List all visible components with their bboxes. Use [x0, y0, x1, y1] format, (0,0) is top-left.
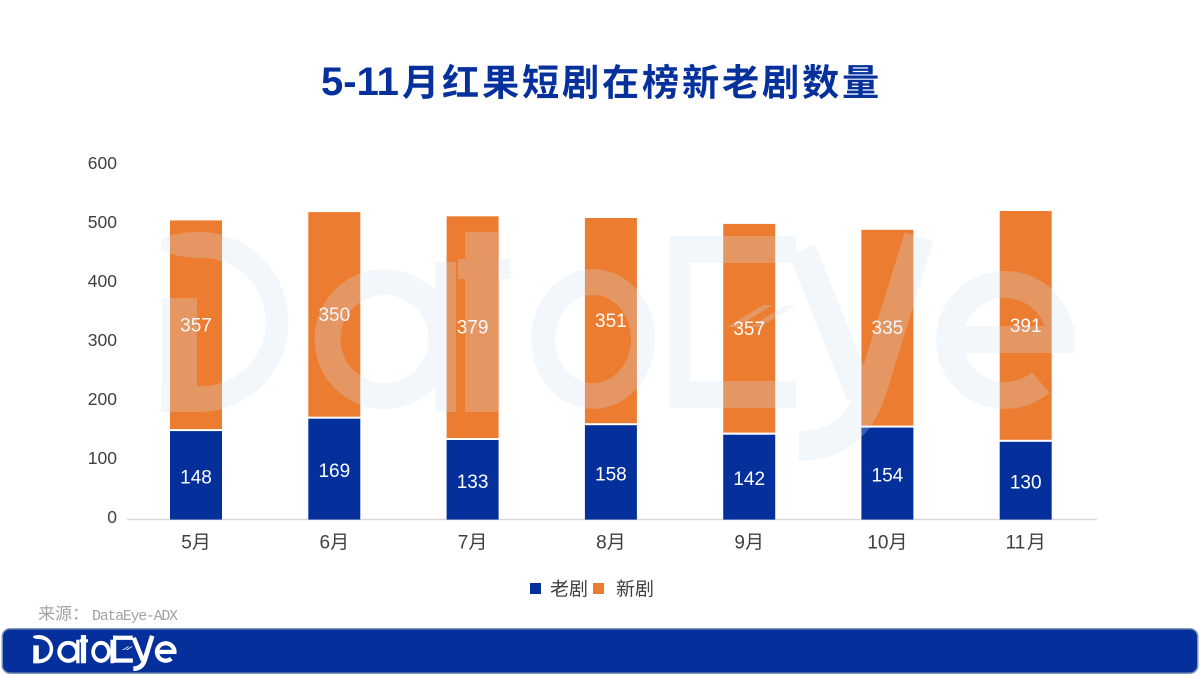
- svg-text:300: 300: [88, 330, 117, 350]
- svg-text:8: 8: [596, 533, 607, 554]
- svg-text:10: 10: [867, 533, 888, 554]
- svg-text:5: 5: [181, 533, 192, 554]
- svg-text:148: 148: [180, 467, 212, 488]
- svg-text:400: 400: [88, 271, 117, 291]
- svg-text:9: 9: [734, 533, 745, 554]
- svg-text:142: 142: [733, 469, 765, 490]
- svg-text:0: 0: [107, 507, 117, 527]
- svg-text:7: 7: [458, 533, 469, 554]
- svg-text:351: 351: [595, 311, 627, 332]
- svg-text:100: 100: [88, 448, 117, 468]
- svg-text:200: 200: [88, 389, 117, 409]
- svg-text:130: 130: [1010, 473, 1042, 494]
- svg-text:133: 133: [457, 472, 489, 493]
- svg-text:500: 500: [88, 212, 117, 232]
- svg-text:154: 154: [872, 466, 904, 487]
- svg-text:DataEye-ADX: DataEye-ADX: [92, 608, 178, 625]
- svg-text:5-11: 5-11: [321, 60, 399, 104]
- svg-text:11: 11: [1006, 533, 1026, 554]
- svg-text:158: 158: [595, 464, 627, 485]
- svg-text:169: 169: [318, 461, 350, 482]
- svg-text:600: 600: [88, 153, 117, 173]
- svg-text:6: 6: [320, 533, 331, 554]
